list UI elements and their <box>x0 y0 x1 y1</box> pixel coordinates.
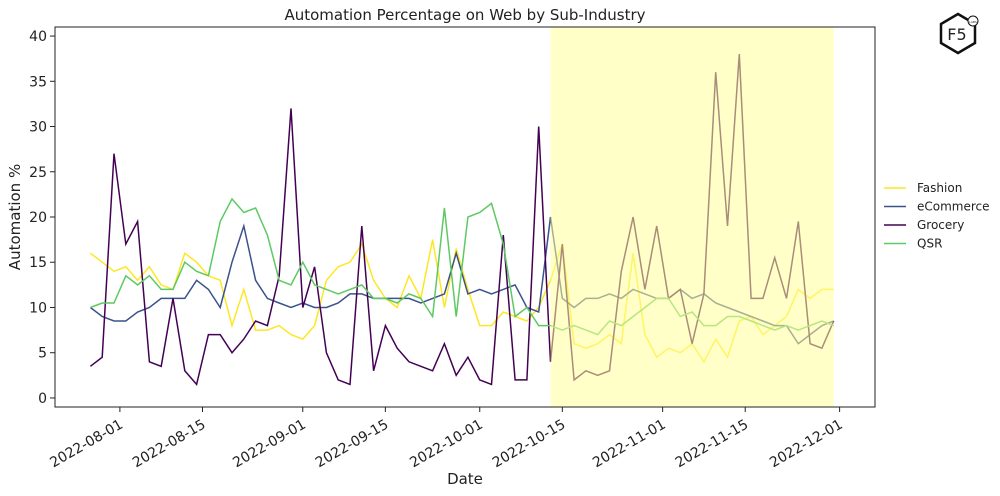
y-tick-label: 35 <box>29 74 47 90</box>
logo-badge-text: LABS <box>969 20 977 24</box>
y-tick-label: 0 <box>38 391 47 407</box>
x-tick-label: 2022-10-15 <box>490 417 568 472</box>
x-tick-label: 2022-10-01 <box>407 417 485 472</box>
y-tick-label: 10 <box>29 300 47 316</box>
y-tick-label: 5 <box>38 346 47 362</box>
x-tick-label: 2022-09-15 <box>313 417 391 472</box>
y-axis-label: Automation % <box>6 164 24 270</box>
legend-label: Fashion <box>917 181 962 195</box>
legend-label: eCommerce <box>917 200 990 214</box>
y-tick-label: 25 <box>29 165 47 181</box>
y-tick-label: 40 <box>29 29 47 45</box>
x-axis-label: Date <box>447 470 483 488</box>
x-tick-label: 2022-11-01 <box>590 417 668 472</box>
chart-title: Automation Percentage on Web by Sub-Indu… <box>284 6 645 24</box>
plot-frame <box>54 26 876 408</box>
legend-label: Grocery <box>917 218 964 232</box>
x-tick-label: 2022-11-15 <box>673 417 751 472</box>
y-tick-label: 20 <box>29 210 47 226</box>
legend-label: QSR <box>917 237 942 251</box>
y-tick-label: 30 <box>29 120 47 136</box>
highlight-span <box>550 27 834 407</box>
x-tick-label: 2022-12-01 <box>767 417 845 472</box>
x-tick-label: 2022-09-01 <box>230 417 308 472</box>
y-tick-label: 15 <box>29 255 47 271</box>
x-tick-label: 2022-08-15 <box>130 417 208 472</box>
logo: F5 LABS <box>939 12 979 55</box>
x-tick-label: 2022-08-01 <box>47 417 125 472</box>
logo-text: F5 <box>947 25 966 44</box>
logo-badge <box>967 15 979 27</box>
